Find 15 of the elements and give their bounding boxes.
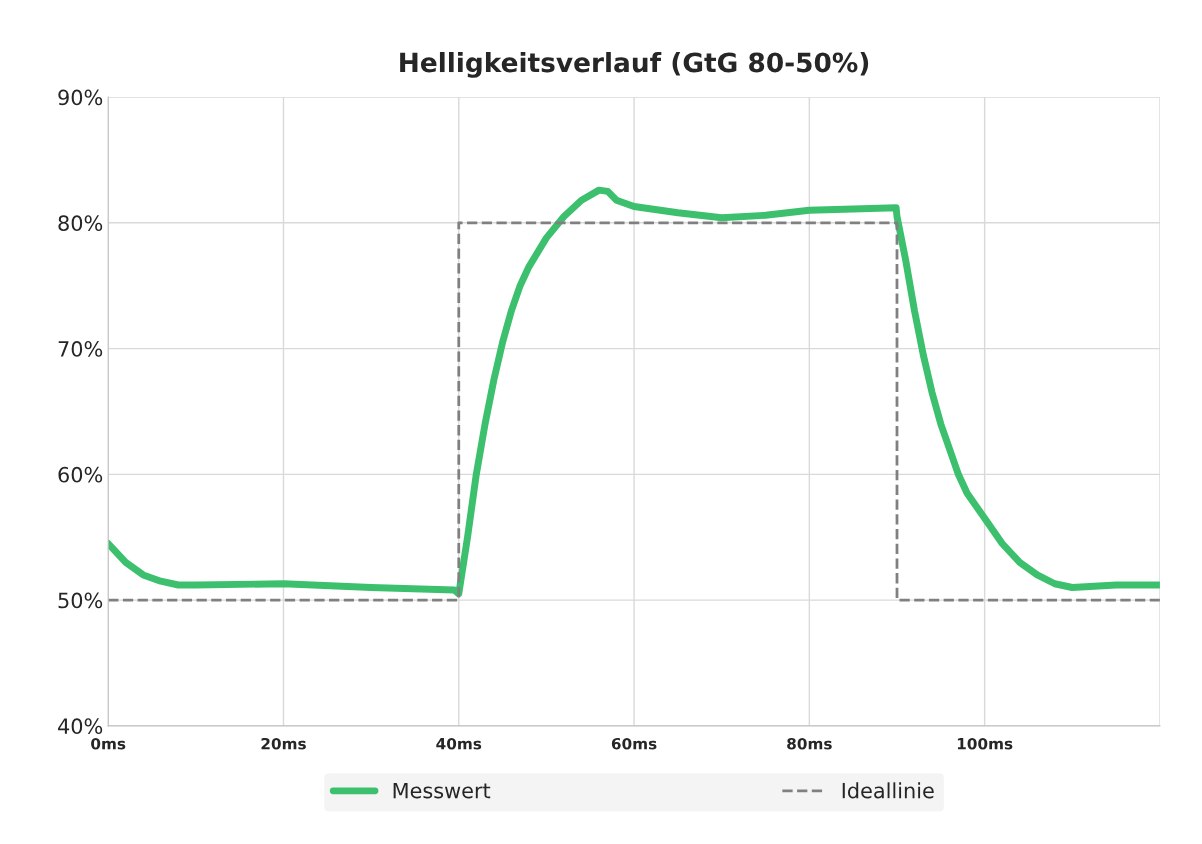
x-tick-label: 20ms [261, 737, 306, 750]
y-tick-label: 90% [58, 89, 103, 106]
x-tick-label: 0ms [91, 737, 126, 750]
x-tick-label: 100ms [957, 737, 1013, 750]
x-tick-label: 40ms [436, 737, 482, 750]
legend-label: Messwert [393, 782, 491, 799]
chart-title: Helligkeitsverlauf (GtG 80-50%) [400, 52, 869, 78]
y-tick-label: 60% [58, 466, 103, 483]
y-tick-label: 70% [58, 341, 103, 357]
y-tick-label: 40% [58, 718, 103, 735]
x-tick-label: 60ms [611, 737, 657, 750]
x-tick-label: 80ms [787, 737, 832, 750]
legend-label: Ideallinie [842, 782, 934, 799]
y-tick-label: 50% [58, 592, 103, 609]
y-tick-label: 80% [58, 215, 103, 232]
